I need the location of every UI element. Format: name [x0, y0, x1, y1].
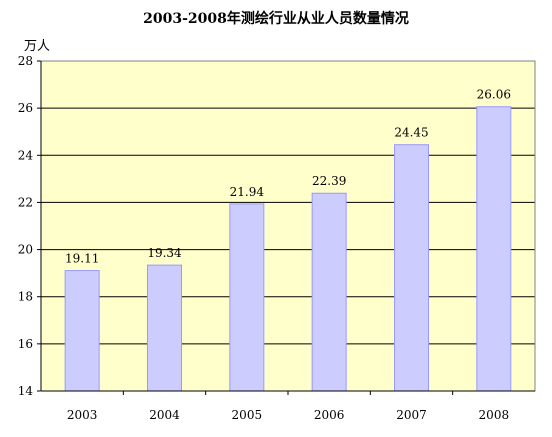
bar-2007 [394, 144, 429, 392]
bar-2006 [311, 192, 347, 392]
bars [64, 106, 512, 392]
data-label-2003: 19.11 [65, 252, 99, 266]
y-tick-label: 14 [18, 384, 34, 398]
bar-2008 [476, 106, 512, 392]
y-tick-label: 26 [18, 101, 33, 115]
y-tick-label: 24 [18, 148, 34, 162]
x-tick-label-2006: 2006 [314, 408, 345, 422]
x-tick-label-2003: 2003 [67, 408, 98, 422]
y-tick-label: 20 [18, 243, 33, 257]
bar-2003 [64, 270, 100, 392]
y-tick-label: 16 [18, 337, 33, 351]
axes: 14 16 18 20 22 24 26 28 2003 2004 2005 2006 2007 2008 [18, 54, 536, 422]
x-tick-label-2004: 2004 [149, 408, 180, 422]
data-label-2005: 21.94 [230, 185, 265, 199]
data-label-2007: 24.45 [394, 126, 428, 140]
x-tick-label-2007: 2007 [396, 408, 427, 422]
y-axis-unit: 万人 [24, 39, 50, 54]
y-tick-label: 18 [18, 290, 33, 304]
data-label-2006: 22.39 [312, 174, 346, 188]
data-labels: 19.11 19.34 21.94 22.39 24.45 26.06 [65, 88, 511, 266]
data-label-2004: 19.34 [147, 246, 182, 260]
bar-2005 [229, 203, 265, 392]
x-tick-label-2005: 2005 [232, 408, 263, 422]
chart-title: 2003-2008年测绘行业从业人员数量情况 [143, 11, 409, 27]
y-tick-label: 28 [18, 54, 33, 68]
plot-area [41, 61, 535, 391]
x-tick-label-2008: 2008 [479, 408, 510, 422]
data-label-2008: 26.06 [477, 88, 511, 102]
y-tick-label: 22 [18, 195, 33, 209]
bar-2004 [147, 264, 182, 392]
